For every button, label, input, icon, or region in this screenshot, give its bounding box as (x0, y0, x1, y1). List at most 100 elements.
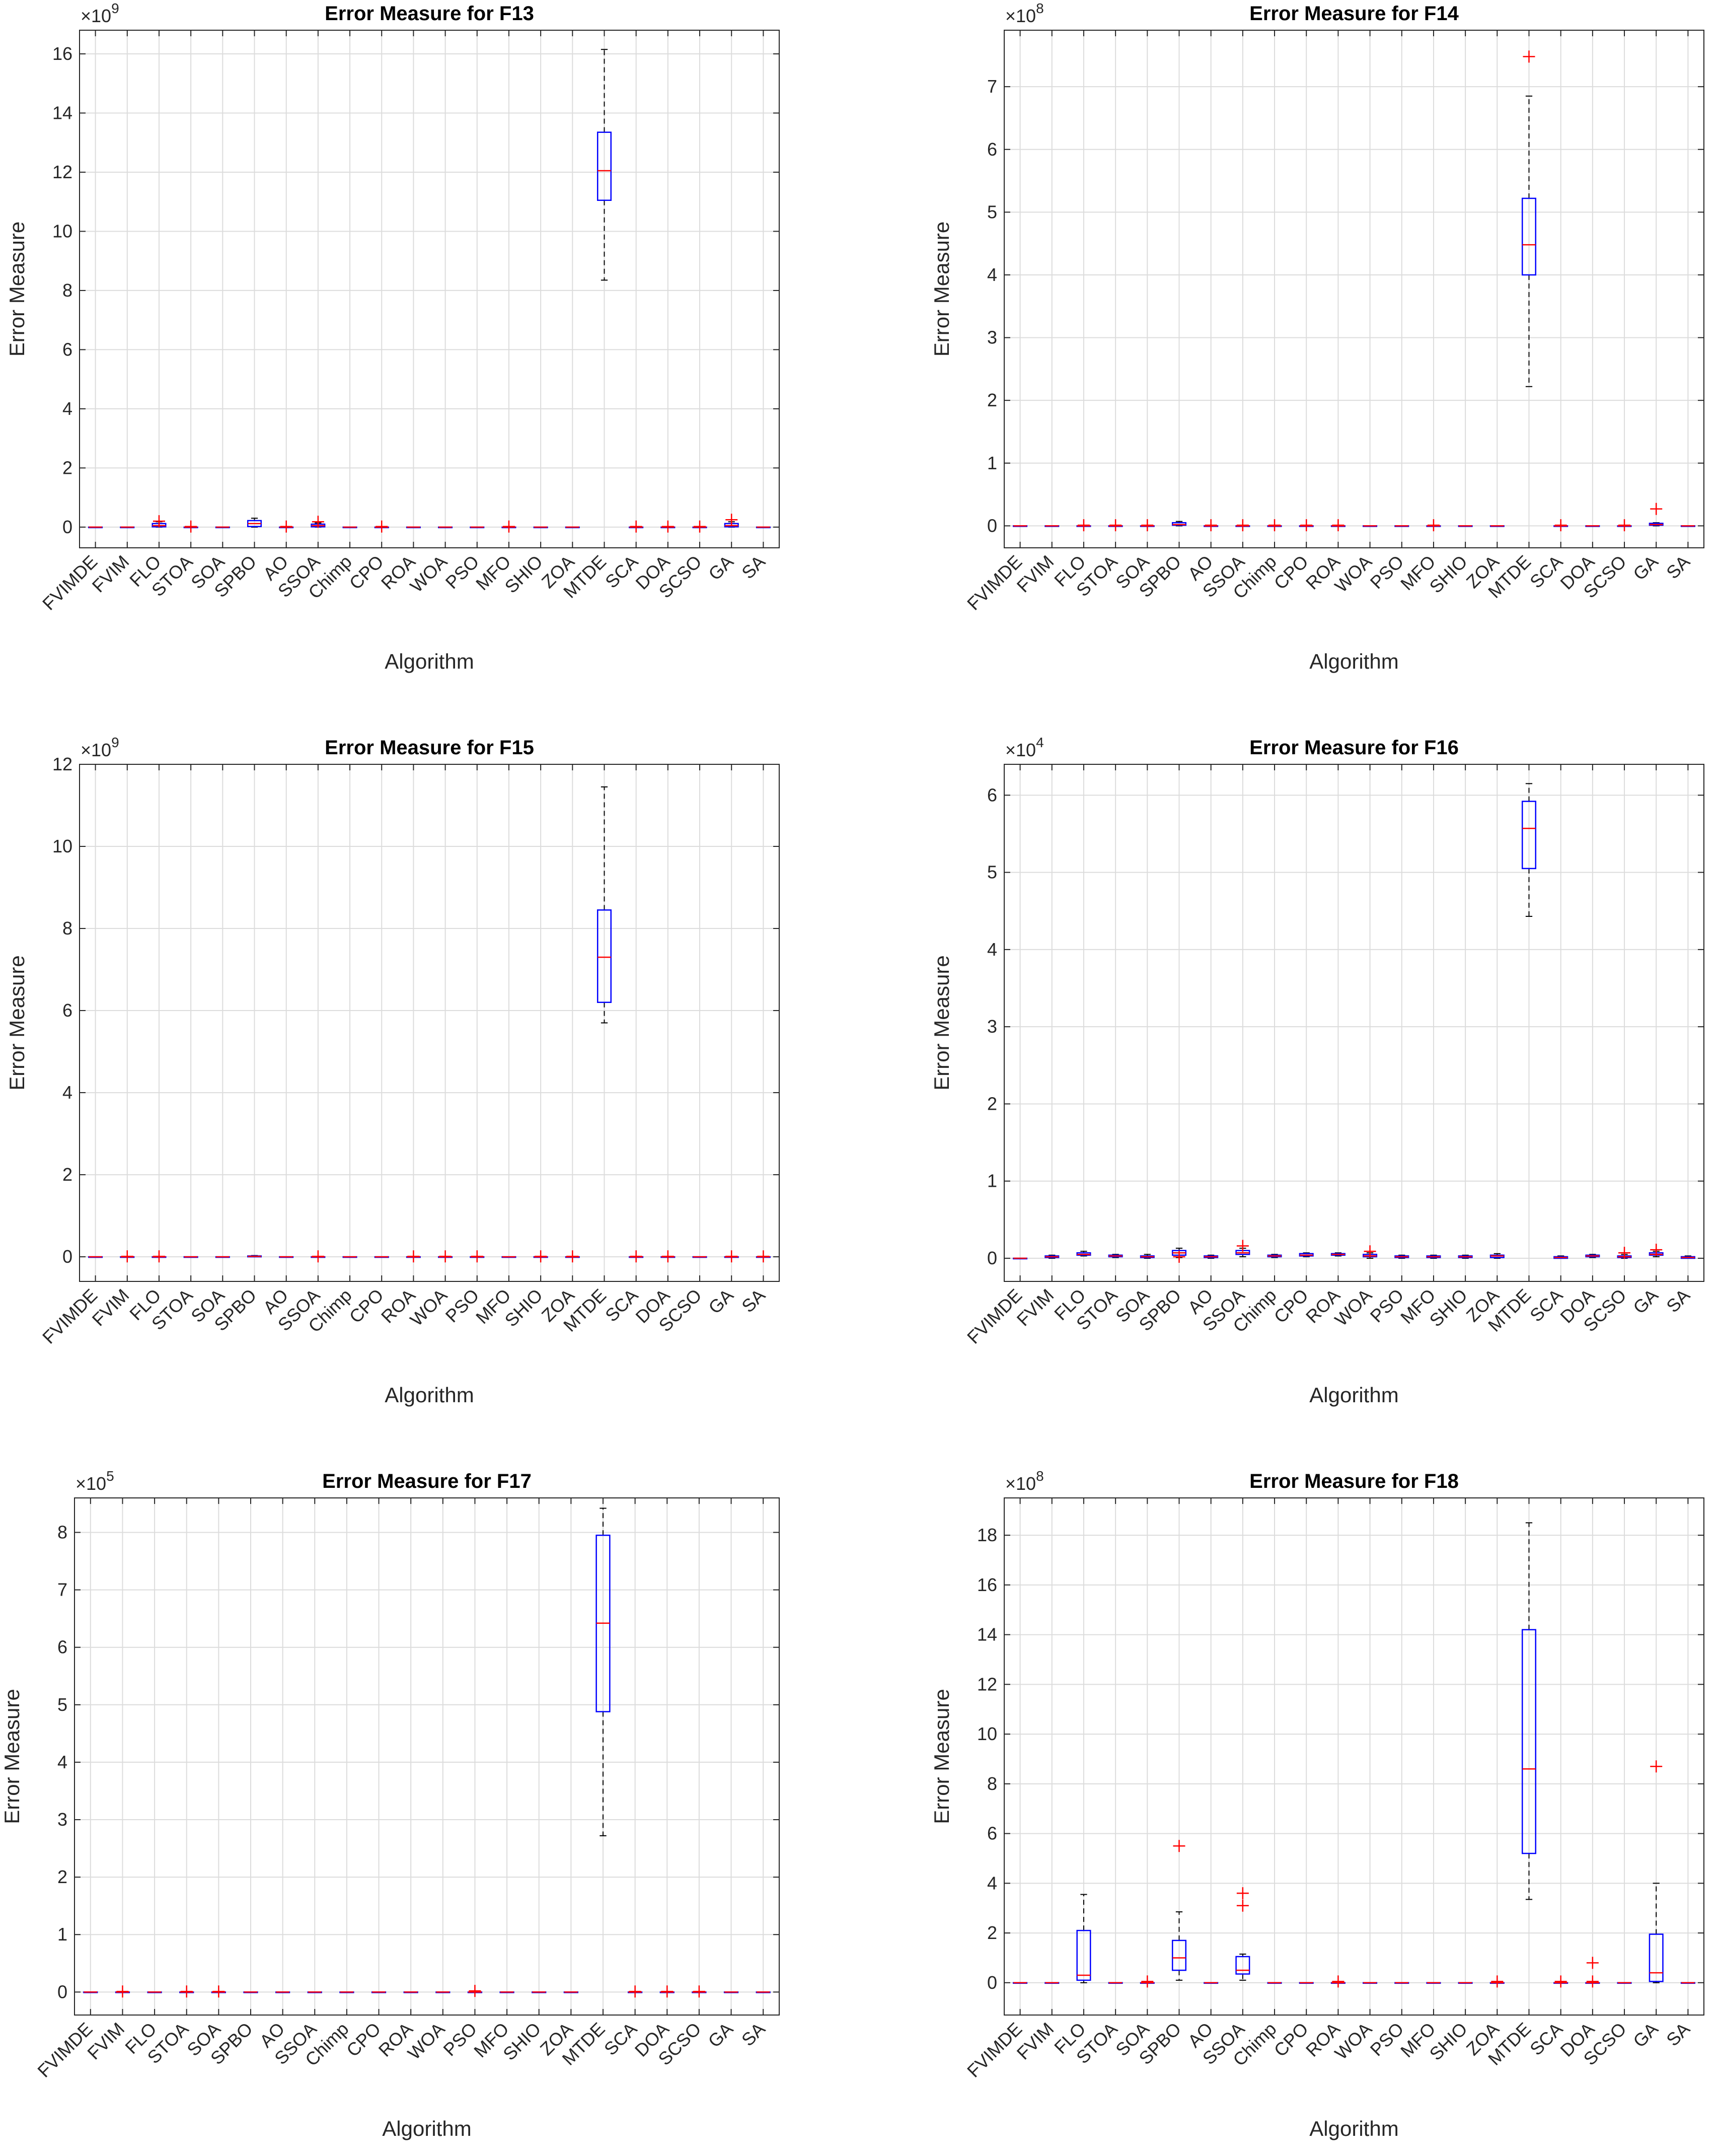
outlier-marker (407, 1250, 420, 1263)
y-tick-label: 0 (57, 1981, 67, 2002)
outlier-marker (1618, 519, 1631, 532)
outlier-marker (1077, 519, 1090, 532)
box-MTDE (595, 1507, 611, 1836)
box-ROA (406, 526, 421, 529)
box-FVIM (120, 1250, 135, 1263)
outlier-marker (1650, 1244, 1663, 1256)
x-axis-label: Algorithm (382, 2117, 471, 2140)
y-axis-label: Error Measure (930, 955, 953, 1090)
outlier-marker (153, 515, 165, 528)
plot-area (80, 764, 779, 1281)
multiplier-base: ×10 (1005, 6, 1036, 26)
x-tick-label: SHIO (1426, 2019, 1471, 2064)
box-FLO (152, 1250, 167, 1263)
outlier-marker (502, 520, 515, 533)
y-tick-label: 8 (62, 918, 72, 939)
x-tick-label: GA (704, 2019, 737, 2052)
box-FVIMDE (1013, 1257, 1028, 1260)
y-axis-label: Error Measure (930, 1689, 953, 1824)
plot-area (1004, 30, 1704, 548)
box-SA (756, 1250, 771, 1263)
outlier-marker (725, 1250, 738, 1263)
y-tick-label: 2 (987, 1922, 997, 1943)
y-tick-label: 2 (62, 1164, 72, 1185)
outlier-marker (1650, 1760, 1663, 1773)
y-tick-label: 10 (977, 1723, 997, 1744)
y-tick-label: 4 (987, 939, 997, 960)
box-DOA (660, 1250, 676, 1263)
outlier-marker (1427, 519, 1440, 532)
multiplier-base: ×10 (81, 740, 111, 760)
outlier-marker (725, 514, 738, 526)
box-ROA (406, 1250, 421, 1263)
box-FVIMDE (88, 526, 103, 529)
box-ZOA (565, 1250, 580, 1263)
box-SCSO (692, 520, 707, 533)
plot-area (74, 1498, 779, 2015)
x-tick-label: FVIM (1013, 2019, 1058, 2064)
x-tick-label: SA (1662, 2019, 1694, 2050)
box-body (1649, 1933, 1664, 1982)
box-FVIM (1044, 1254, 1060, 1259)
outlier-marker (185, 520, 197, 533)
y-tick-label: 0 (62, 517, 72, 537)
y-tick-label: 10 (52, 836, 72, 856)
x-tick-label: CPO (1270, 2019, 1312, 2061)
outlier-marker (1173, 1840, 1185, 1852)
x-tick-label: CPO (1270, 551, 1312, 594)
outlier-marker (629, 1985, 641, 1998)
box-SPBO (247, 1255, 262, 1258)
box-SCSO (692, 1985, 707, 1998)
box-body (1521, 1629, 1537, 1854)
x-axis-label: Algorithm (385, 650, 474, 673)
box-GA (1649, 1244, 1664, 1257)
box-SHIO (533, 526, 548, 529)
box-SHIO (1458, 1254, 1473, 1259)
x-tick-label: PSO (1366, 1285, 1408, 1327)
x-tick-label: WOA (1330, 2019, 1376, 2064)
box-GA (1649, 1760, 1664, 1983)
box-SHIO (533, 1250, 548, 1263)
box-SOA (211, 1985, 226, 1998)
x-tick-label: SHIO (501, 551, 547, 597)
y-tick-label: 5 (987, 862, 997, 883)
outlier-marker (312, 1250, 324, 1263)
axis-multiplier: ×108 (1005, 1, 1044, 26)
box-SOA (215, 526, 230, 529)
y-tick-label: 6 (62, 1000, 72, 1021)
axes-frame (79, 764, 780, 1282)
box-SOA (1140, 519, 1155, 532)
y-tick-label: 6 (57, 1637, 67, 1658)
y-tick-label: 2 (987, 1093, 997, 1114)
y-tick-label: 6 (62, 339, 72, 360)
x-tick-label: SCA (601, 1285, 642, 1326)
axis-multiplier: ×109 (81, 1, 119, 26)
chart-title: Error Measure for F14 (1249, 3, 1459, 25)
y-tick-label: 12 (52, 754, 72, 774)
box-SPBO (1171, 1840, 1187, 1981)
outlier-marker (1236, 1899, 1249, 1912)
box-SOA (1140, 1254, 1155, 1259)
chart-panel-6: 024681012141618FVIMDEFVIMFLOSTOASOASPBOA… (930, 1468, 1704, 2140)
outlier-marker (312, 516, 324, 528)
x-tick-label: WOA (1330, 1285, 1376, 1330)
multiplier-exponent: 5 (106, 1468, 114, 1484)
outlier-marker (1109, 519, 1122, 532)
box-STOA (179, 1985, 194, 1998)
box-SA (1680, 1255, 1695, 1259)
x-tick-label: GA (1629, 1285, 1662, 1318)
box-GA (724, 514, 739, 528)
x-tick-label: SA (737, 2019, 769, 2050)
chart-panel-3: 024681012FVIMDEFVIMFLOSTOASOASPBOAOSSOAC… (5, 735, 780, 1407)
y-tick-label: 5 (57, 1694, 67, 1715)
chart-title: Error Measure for F16 (1249, 737, 1459, 759)
x-tick-label: WOA (1330, 551, 1376, 597)
chart-panel-2: 01234567FVIMDEFVIMFLOSTOASOASPBOAOSSOACh… (930, 1, 1704, 673)
y-tick-label: 5 (987, 201, 997, 222)
y-tick-label: 7 (987, 76, 997, 97)
outlier-marker (535, 1250, 547, 1263)
box-Chimp (1267, 1254, 1282, 1258)
plot-area (80, 30, 779, 548)
outlier-marker (1586, 1975, 1599, 1988)
y-tick-label: 3 (987, 327, 997, 348)
